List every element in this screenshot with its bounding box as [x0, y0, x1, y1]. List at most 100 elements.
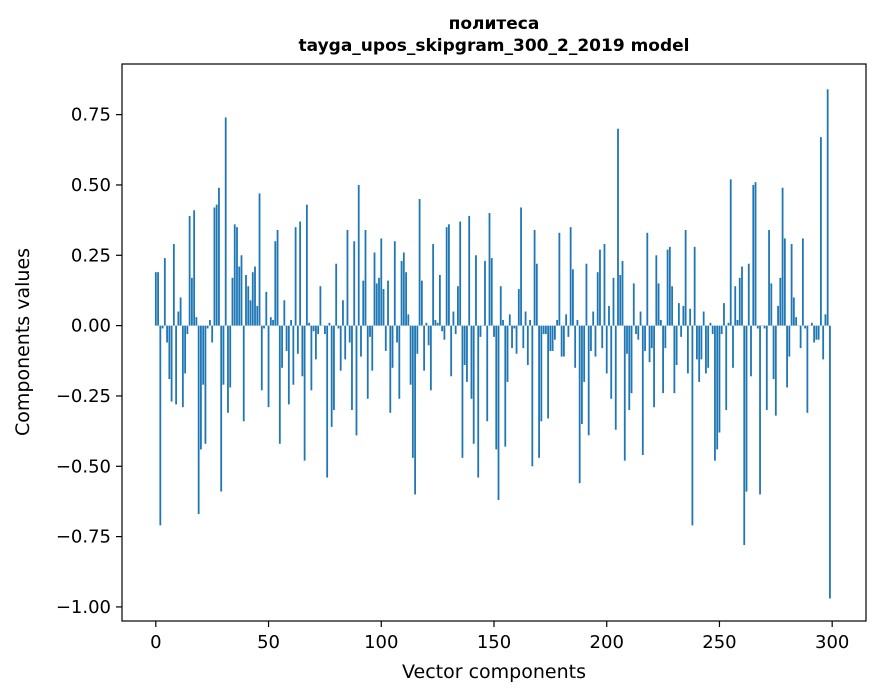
bar — [155, 272, 157, 325]
bar — [581, 326, 583, 424]
bar — [610, 326, 612, 399]
bar — [626, 326, 628, 354]
chart-title: политеса — [449, 14, 540, 34]
bar — [775, 326, 777, 416]
bar — [202, 326, 204, 385]
bar — [721, 326, 723, 334]
bar — [579, 326, 581, 484]
bar — [416, 326, 418, 354]
bar — [554, 326, 556, 340]
bar — [741, 267, 743, 326]
bar — [186, 326, 188, 334]
bar — [642, 326, 644, 455]
bar — [770, 283, 772, 325]
bar — [315, 326, 317, 360]
bar — [489, 213, 491, 326]
bar — [308, 323, 310, 326]
bar — [712, 326, 714, 334]
bar — [691, 326, 693, 526]
bar — [728, 323, 730, 326]
bar — [590, 326, 592, 351]
bar — [511, 326, 513, 349]
bar — [574, 326, 576, 368]
bar — [719, 326, 721, 433]
bar — [822, 326, 824, 360]
bar — [243, 326, 245, 422]
bar — [536, 264, 538, 326]
bar — [685, 230, 687, 326]
bar — [786, 326, 788, 388]
y-tick-label: 0.75 — [71, 105, 111, 126]
bar — [277, 230, 279, 326]
bar — [398, 326, 400, 399]
bar — [689, 309, 691, 326]
bar — [829, 326, 831, 599]
bar — [493, 326, 495, 337]
bar — [180, 297, 182, 325]
bar — [313, 326, 315, 332]
bar — [549, 326, 551, 351]
y-tick-label: 0.00 — [71, 316, 111, 337]
bar — [198, 326, 200, 514]
bar — [730, 179, 732, 325]
bar — [223, 326, 225, 385]
bar — [371, 326, 373, 371]
bar — [705, 326, 707, 374]
bar — [450, 326, 452, 377]
bar — [595, 326, 597, 357]
bar — [676, 326, 678, 365]
y-tick-label: −0.25 — [56, 386, 111, 407]
bar — [464, 326, 466, 365]
bar — [333, 326, 335, 410]
bar — [815, 326, 817, 340]
bar — [407, 314, 409, 325]
bar — [599, 250, 601, 326]
y-axis-label: Components values — [12, 248, 34, 436]
bar — [750, 326, 752, 377]
bar — [480, 326, 482, 337]
bar — [182, 326, 184, 408]
bar — [615, 326, 617, 430]
bar — [640, 312, 642, 326]
bar — [486, 326, 488, 422]
bar — [520, 207, 522, 325]
bar — [466, 326, 468, 382]
bar — [306, 205, 308, 326]
bar — [558, 233, 560, 326]
bar — [653, 326, 655, 408]
bar — [818, 326, 820, 340]
bar — [791, 244, 793, 326]
bar — [748, 264, 750, 326]
bar — [290, 320, 292, 326]
x-tick-label: 100 — [364, 632, 398, 653]
bar — [462, 326, 464, 458]
bar — [439, 275, 441, 326]
y-tick-label: 0.50 — [71, 175, 111, 196]
bar — [205, 326, 207, 444]
bar — [619, 275, 621, 326]
bar — [658, 283, 660, 325]
bar — [286, 326, 288, 351]
bar — [247, 286, 249, 325]
bar — [737, 320, 739, 326]
bar — [743, 326, 745, 545]
bar — [556, 320, 558, 326]
bar — [412, 326, 414, 458]
bar — [374, 252, 376, 325]
bar — [419, 199, 421, 326]
bar — [432, 244, 434, 326]
bar — [263, 326, 265, 329]
bar — [319, 286, 321, 325]
bar — [725, 326, 727, 410]
bar — [802, 238, 804, 325]
bar — [669, 247, 671, 326]
bar — [171, 326, 173, 402]
bar — [671, 286, 673, 325]
bar — [434, 320, 436, 326]
bar — [545, 326, 547, 334]
bar — [813, 326, 815, 343]
bar — [405, 272, 407, 325]
bar — [378, 278, 380, 326]
bar — [457, 286, 459, 325]
